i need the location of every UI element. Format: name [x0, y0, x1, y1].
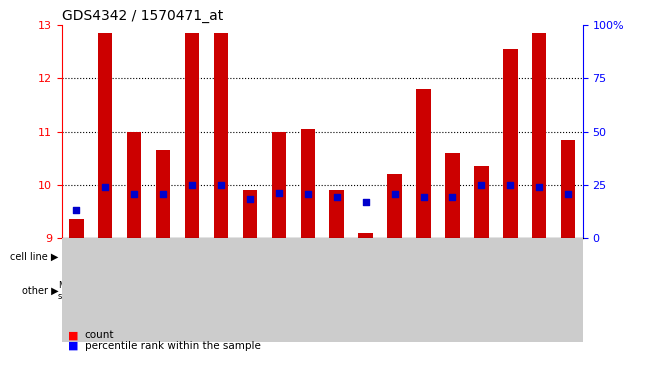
Text: MRK-003
sensitive: MRK-003 sensitive: [57, 281, 95, 301]
Text: MRK-003 sensitive: MRK-003 sensitive: [472, 286, 549, 295]
Point: [476, 182, 486, 188]
Text: count: count: [85, 330, 114, 340]
Text: other ▶: other ▶: [22, 286, 59, 296]
Text: Panc374: Panc374: [462, 252, 501, 261]
Bar: [380, 276, 438, 306]
Bar: [206, 276, 294, 306]
Bar: [532, 33, 546, 238]
Point: [361, 199, 371, 205]
Text: cell line ▶: cell line ▶: [10, 251, 59, 262]
Bar: [156, 150, 171, 238]
Bar: [178, 276, 206, 306]
Bar: [438, 242, 525, 271]
Point: [303, 191, 313, 197]
Point: [215, 182, 226, 188]
Bar: [90, 242, 148, 271]
Bar: [294, 242, 380, 271]
Point: [331, 194, 342, 200]
Bar: [474, 166, 489, 238]
Point: [245, 196, 255, 202]
Text: ■: ■: [68, 330, 79, 340]
Bar: [127, 131, 141, 238]
Bar: [98, 33, 113, 238]
Bar: [445, 153, 460, 238]
Bar: [214, 33, 229, 238]
Point: [100, 184, 111, 190]
Text: Panc253: Panc253: [230, 252, 269, 261]
Bar: [90, 276, 178, 306]
Text: MRK-003
sensitive: MRK-003 sensitive: [318, 281, 355, 301]
Bar: [206, 242, 294, 271]
Bar: [148, 242, 178, 271]
Bar: [503, 49, 518, 238]
Text: MRK-003 non-sensitive: MRK-003 non-sensitive: [87, 286, 182, 295]
Point: [389, 191, 400, 197]
Text: Panc420: Panc420: [534, 252, 573, 261]
Text: Panc215: Panc215: [144, 252, 182, 261]
Text: ■: ■: [68, 341, 79, 351]
Bar: [69, 219, 83, 238]
Bar: [62, 276, 90, 306]
Bar: [271, 131, 286, 238]
Point: [447, 194, 458, 200]
Point: [71, 207, 81, 214]
Point: [187, 182, 197, 188]
Point: [158, 191, 169, 197]
Text: Panc198: Panc198: [100, 252, 139, 261]
Bar: [243, 190, 257, 238]
Point: [129, 191, 139, 197]
Point: [273, 190, 284, 196]
Point: [505, 182, 516, 188]
Point: [563, 191, 574, 197]
Text: GDS4342 / 1570471_at: GDS4342 / 1570471_at: [62, 8, 223, 23]
Bar: [387, 174, 402, 238]
Text: Panc219: Panc219: [173, 252, 211, 261]
Bar: [561, 139, 575, 238]
Text: MRK-003
sensitive: MRK-003 sensitive: [173, 281, 211, 301]
Bar: [301, 129, 315, 238]
Bar: [525, 242, 583, 271]
Bar: [185, 33, 199, 238]
Text: Panc291: Panc291: [390, 252, 428, 261]
Bar: [294, 276, 380, 306]
Bar: [359, 233, 373, 238]
Text: percentile rank within the sample: percentile rank within the sample: [85, 341, 260, 351]
Bar: [416, 89, 431, 238]
Text: MRK-003
non-sensitive: MRK-003 non-sensitive: [381, 281, 437, 301]
Bar: [329, 190, 344, 238]
Text: Panc265: Panc265: [318, 252, 356, 261]
Text: MRK-003
non-sensitive: MRK-003 non-sensitive: [221, 281, 278, 301]
Point: [534, 184, 544, 190]
Bar: [178, 242, 206, 271]
Point: [419, 194, 429, 200]
Bar: [438, 276, 583, 306]
Bar: [62, 242, 90, 271]
Bar: [380, 242, 438, 271]
Text: JH033: JH033: [63, 252, 90, 261]
